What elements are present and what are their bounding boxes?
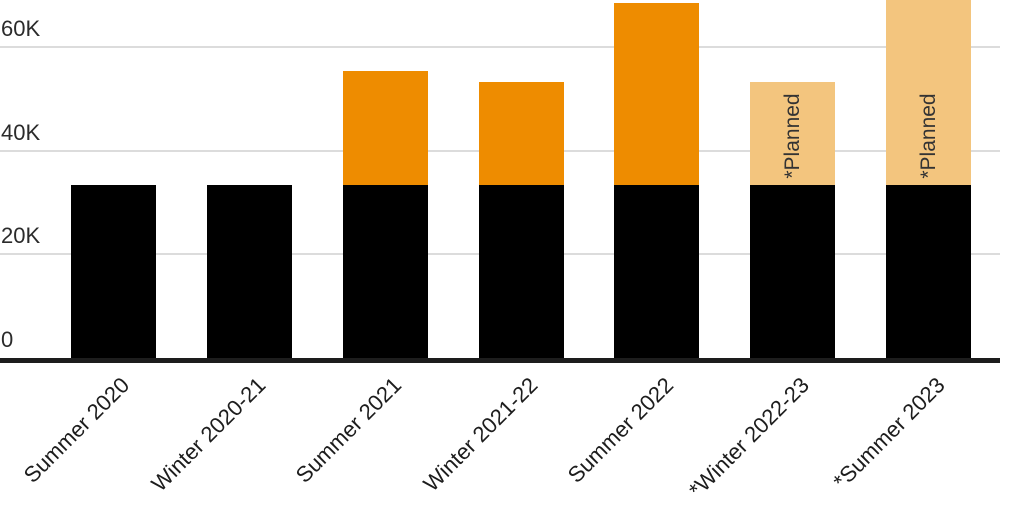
x-axis-label: Summer 2022 (562, 372, 678, 488)
bar-segment-actual-base (886, 185, 972, 358)
bar-segment-actual-base (342, 185, 428, 358)
x-axis-label: *Winter 2022-23 (683, 372, 814, 503)
bar-segment-actual-additional (614, 3, 700, 186)
bar-segment-actual-base (71, 185, 156, 358)
y-tick-label-40K: 40K (1, 119, 41, 145)
bar-segment-actual-base (206, 185, 292, 358)
planned-annotation: *Planned (916, 93, 940, 179)
bar-segment-actual-additional (478, 81, 564, 186)
x-axis-label: Winter 2020-21 (146, 372, 271, 497)
bar-segment-actual-additional (342, 70, 428, 186)
x-axis-label: *Summer 2023 (828, 372, 950, 494)
x-axis-label: Summer 2020 (19, 372, 135, 488)
y-tick-label-60K: 60K (1, 15, 41, 41)
bar-segment-actual-base (614, 185, 700, 358)
x-axis-label: Summer 2021 (290, 372, 407, 488)
bar-segment-actual-base (750, 185, 836, 358)
y-tick-label-0: 0 (1, 327, 14, 352)
y-tick-label-20K: 20K (1, 223, 41, 249)
x-axis-label: Winter 2021-22 (417, 372, 543, 497)
x-axis-line (0, 358, 1000, 363)
bar-segment-planned-additional (750, 81, 836, 186)
bar-segment-planned-additional (886, 0, 972, 186)
gridline-60K (0, 45, 1000, 48)
planned-annotation: *Planned (780, 93, 804, 179)
bar-segment-actual-base (478, 185, 564, 358)
